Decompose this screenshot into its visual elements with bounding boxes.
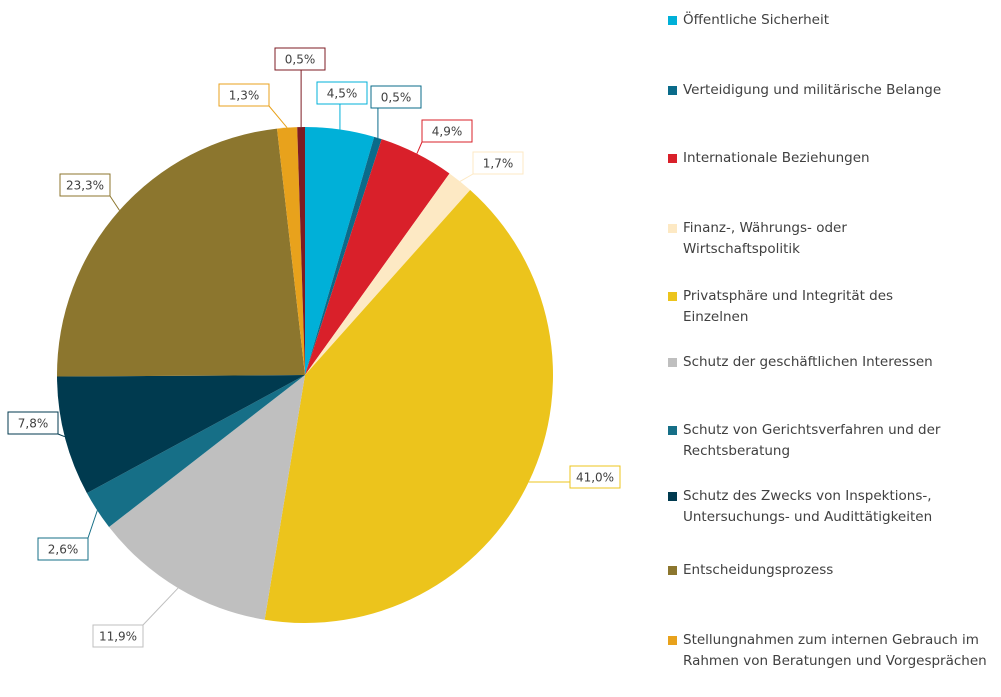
legend-entry: Verteidigung und militärische Belange xyxy=(668,80,998,101)
legend-label: Internationale Beziehungen xyxy=(683,150,870,166)
pie-slice xyxy=(264,190,553,623)
data-label: 11,9% xyxy=(99,630,137,644)
data-label: 0,5% xyxy=(381,91,412,105)
data-label: 2,6% xyxy=(48,543,79,557)
pie-slice xyxy=(109,375,305,620)
pie-slice xyxy=(57,375,305,494)
leader-line xyxy=(142,587,179,626)
data-label-box xyxy=(7,411,59,435)
data-label-box xyxy=(421,119,473,143)
data-label-box xyxy=(218,83,270,107)
pie-slice xyxy=(305,136,382,375)
data-label: 1,7% xyxy=(483,157,514,171)
data-label: 1,3% xyxy=(229,89,260,103)
legend-label: Privatsphäre und Integrität des Einzelne… xyxy=(683,288,894,325)
pie-slice xyxy=(305,139,450,375)
pie-slice xyxy=(297,127,305,375)
legend-entry: Schutz der geschäftlichen Interessen xyxy=(668,352,998,373)
legend-swatch xyxy=(668,358,677,367)
legend-entry: Öffentliche Sicherheit xyxy=(668,10,998,31)
legend-label: Schutz des Zwecks von Inspektions-, Unte… xyxy=(683,488,933,525)
legend-label: Schutz der geschäftlichen Interessen xyxy=(683,354,933,370)
pie-slice xyxy=(57,128,305,377)
leader-line xyxy=(109,195,120,211)
data-label: 4,9% xyxy=(432,125,463,139)
legend-swatch xyxy=(668,86,677,95)
data-label-box xyxy=(92,624,144,648)
data-label-box xyxy=(569,465,621,489)
legend-swatch xyxy=(668,492,677,501)
data-label: 4,5% xyxy=(327,87,358,101)
data-label: 0,5% xyxy=(285,53,316,67)
leader-line xyxy=(87,510,98,539)
data-label-box xyxy=(274,47,326,71)
legend-label: Stellungnahmen zum internen Gebrauch im … xyxy=(683,632,987,669)
legend-label: Entscheidungsprozess xyxy=(683,562,834,578)
legend-label: Verteidigung und militärische Belange xyxy=(683,82,942,98)
legend-entry: Schutz des Zwecks von Inspektions-, Unte… xyxy=(668,486,998,528)
data-label-box xyxy=(472,151,524,175)
data-label: 23,3% xyxy=(66,179,104,193)
leader-line xyxy=(268,105,288,128)
legend-swatch xyxy=(668,292,677,301)
data-label: 41,0% xyxy=(576,471,614,485)
leader-line xyxy=(416,141,423,154)
legend-entry: Finanz-, Währungs- oder Wirtschaftspolit… xyxy=(668,218,998,260)
legend-swatch xyxy=(668,224,677,233)
legend-entry: Stellungnahmen zum internen Gebrauch im … xyxy=(668,630,998,672)
pie-slice xyxy=(86,375,305,528)
data-label-box xyxy=(370,85,422,109)
legend-label: Finanz-, Währungs- oder Wirtschaftspolit… xyxy=(683,220,847,257)
legend-entry: Schutz von Gerichtsverfahren und der Rec… xyxy=(668,420,998,462)
legend-entry: Entscheidungsprozess xyxy=(668,560,998,581)
pie-slice xyxy=(305,127,375,375)
legend-label: Öffentliche Sicherheit xyxy=(683,12,829,28)
leader-line xyxy=(459,173,474,182)
data-label-box xyxy=(37,537,89,561)
legend-swatch xyxy=(668,426,677,435)
data-label-box xyxy=(316,81,368,105)
pie-slice xyxy=(277,127,305,375)
legend-swatch xyxy=(668,566,677,575)
pie-slice xyxy=(305,173,471,375)
legend-entry: Internationale Beziehungen xyxy=(668,148,998,169)
leader-line xyxy=(57,433,65,438)
legend-swatch xyxy=(668,16,677,25)
data-label-box xyxy=(59,173,111,197)
legend-entry: Privatsphäre und Integrität des Einzelne… xyxy=(668,286,998,328)
legend-swatch xyxy=(668,154,677,163)
legend-label: Schutz von Gerichtsverfahren und der Rec… xyxy=(683,422,941,459)
legend-swatch xyxy=(668,636,677,645)
data-label: 7,8% xyxy=(18,417,49,431)
